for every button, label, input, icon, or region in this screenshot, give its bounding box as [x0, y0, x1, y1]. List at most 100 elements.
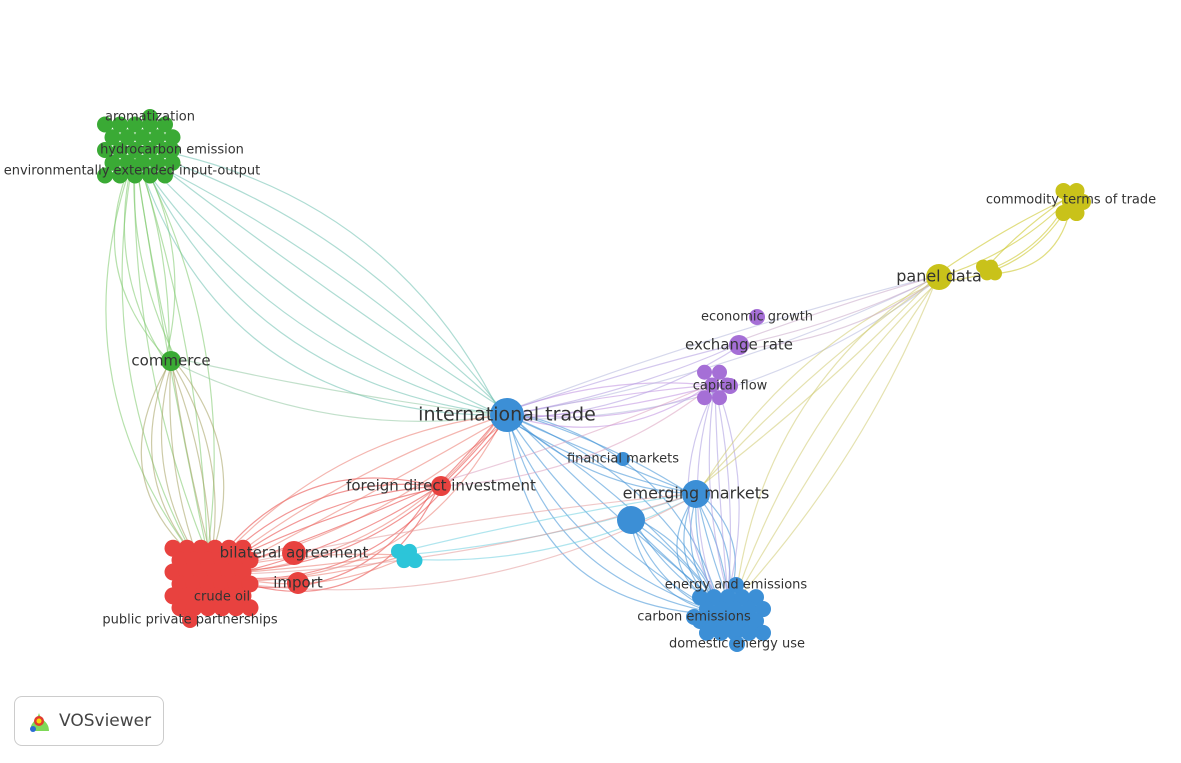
node — [704, 377, 720, 393]
node — [164, 154, 181, 171]
node — [697, 390, 712, 406]
node — [706, 589, 722, 606]
node-label: international trade — [418, 404, 596, 426]
node — [722, 378, 738, 394]
node — [149, 129, 166, 146]
edge — [134, 145, 514, 416]
edge — [506, 344, 738, 416]
node — [112, 142, 128, 158]
node — [127, 142, 143, 158]
edge — [134, 153, 506, 416]
edge — [729, 280, 940, 616]
node — [97, 116, 113, 133]
node — [720, 589, 736, 606]
edge — [209, 414, 502, 572]
node-label: exchange rate — [685, 336, 793, 354]
node-label: capital flow — [693, 379, 768, 394]
node-label: environmentally extended input-output — [4, 164, 261, 179]
node-label: crude oil — [194, 590, 250, 605]
edge — [697, 280, 940, 495]
node — [741, 624, 757, 641]
node-label: energy and emissions — [665, 578, 808, 593]
vosviewer-button[interactable]: VOSviewer — [14, 696, 164, 746]
node — [1055, 205, 1072, 222]
edge — [708, 380, 735, 616]
node — [112, 116, 128, 133]
edge — [506, 384, 722, 418]
node — [431, 476, 451, 496]
node — [712, 390, 727, 406]
node — [214, 589, 230, 605]
logo-icon — [30, 713, 49, 732]
node-label: commerce — [131, 352, 210, 370]
edge — [134, 149, 502, 416]
edge — [506, 410, 703, 495]
labels: aromatization hydrocarbon emission environ… — [4, 110, 1156, 652]
edge — [134, 149, 209, 576]
node — [755, 601, 771, 618]
node — [734, 612, 750, 629]
edge — [403, 493, 699, 561]
edge — [134, 149, 514, 416]
node — [1062, 191, 1080, 209]
edge — [738, 276, 938, 346]
edge — [134, 145, 502, 416]
node — [185, 599, 203, 617]
node — [706, 612, 722, 629]
node — [699, 624, 715, 641]
node — [97, 142, 113, 158]
edge — [134, 145, 215, 576]
node — [729, 636, 745, 652]
node-label: panel data — [896, 267, 982, 286]
node — [712, 364, 727, 380]
node — [287, 572, 309, 594]
node-label: bilateral agreement — [220, 544, 369, 562]
node — [748, 612, 764, 629]
edge — [987, 199, 1065, 267]
edge — [738, 276, 934, 342]
node-label: economic growth — [701, 310, 813, 325]
node — [617, 506, 645, 534]
edge — [714, 388, 731, 616]
node — [241, 599, 259, 617]
edge — [689, 272, 940, 495]
edge — [170, 356, 502, 416]
edge — [209, 493, 695, 576]
edge — [209, 414, 502, 576]
edge — [506, 414, 735, 616]
node — [713, 624, 729, 641]
node-label: financial markets — [567, 452, 679, 467]
node — [699, 601, 715, 618]
node — [199, 599, 217, 617]
edge — [506, 414, 695, 495]
node-label: foreign direct investment — [346, 477, 536, 495]
edge — [738, 276, 942, 350]
node — [112, 167, 128, 184]
node — [1068, 205, 1085, 222]
edge — [134, 153, 510, 416]
node — [142, 167, 158, 184]
edge — [403, 493, 691, 552]
edge — [506, 276, 938, 416]
node — [682, 480, 710, 508]
node — [104, 154, 121, 171]
edge — [506, 276, 934, 412]
node — [720, 612, 736, 629]
node — [729, 335, 749, 355]
node — [755, 624, 771, 641]
node — [182, 612, 198, 628]
node — [686, 609, 702, 625]
node — [713, 601, 729, 618]
edge — [938, 199, 1069, 278]
node — [164, 142, 180, 158]
edge — [440, 384, 714, 487]
node — [142, 109, 158, 125]
node — [282, 541, 306, 565]
node — [988, 266, 1002, 281]
node — [161, 351, 181, 371]
node-label: public private partnerships — [102, 613, 277, 628]
node-label: aromatization — [105, 110, 195, 125]
node — [164, 129, 181, 146]
